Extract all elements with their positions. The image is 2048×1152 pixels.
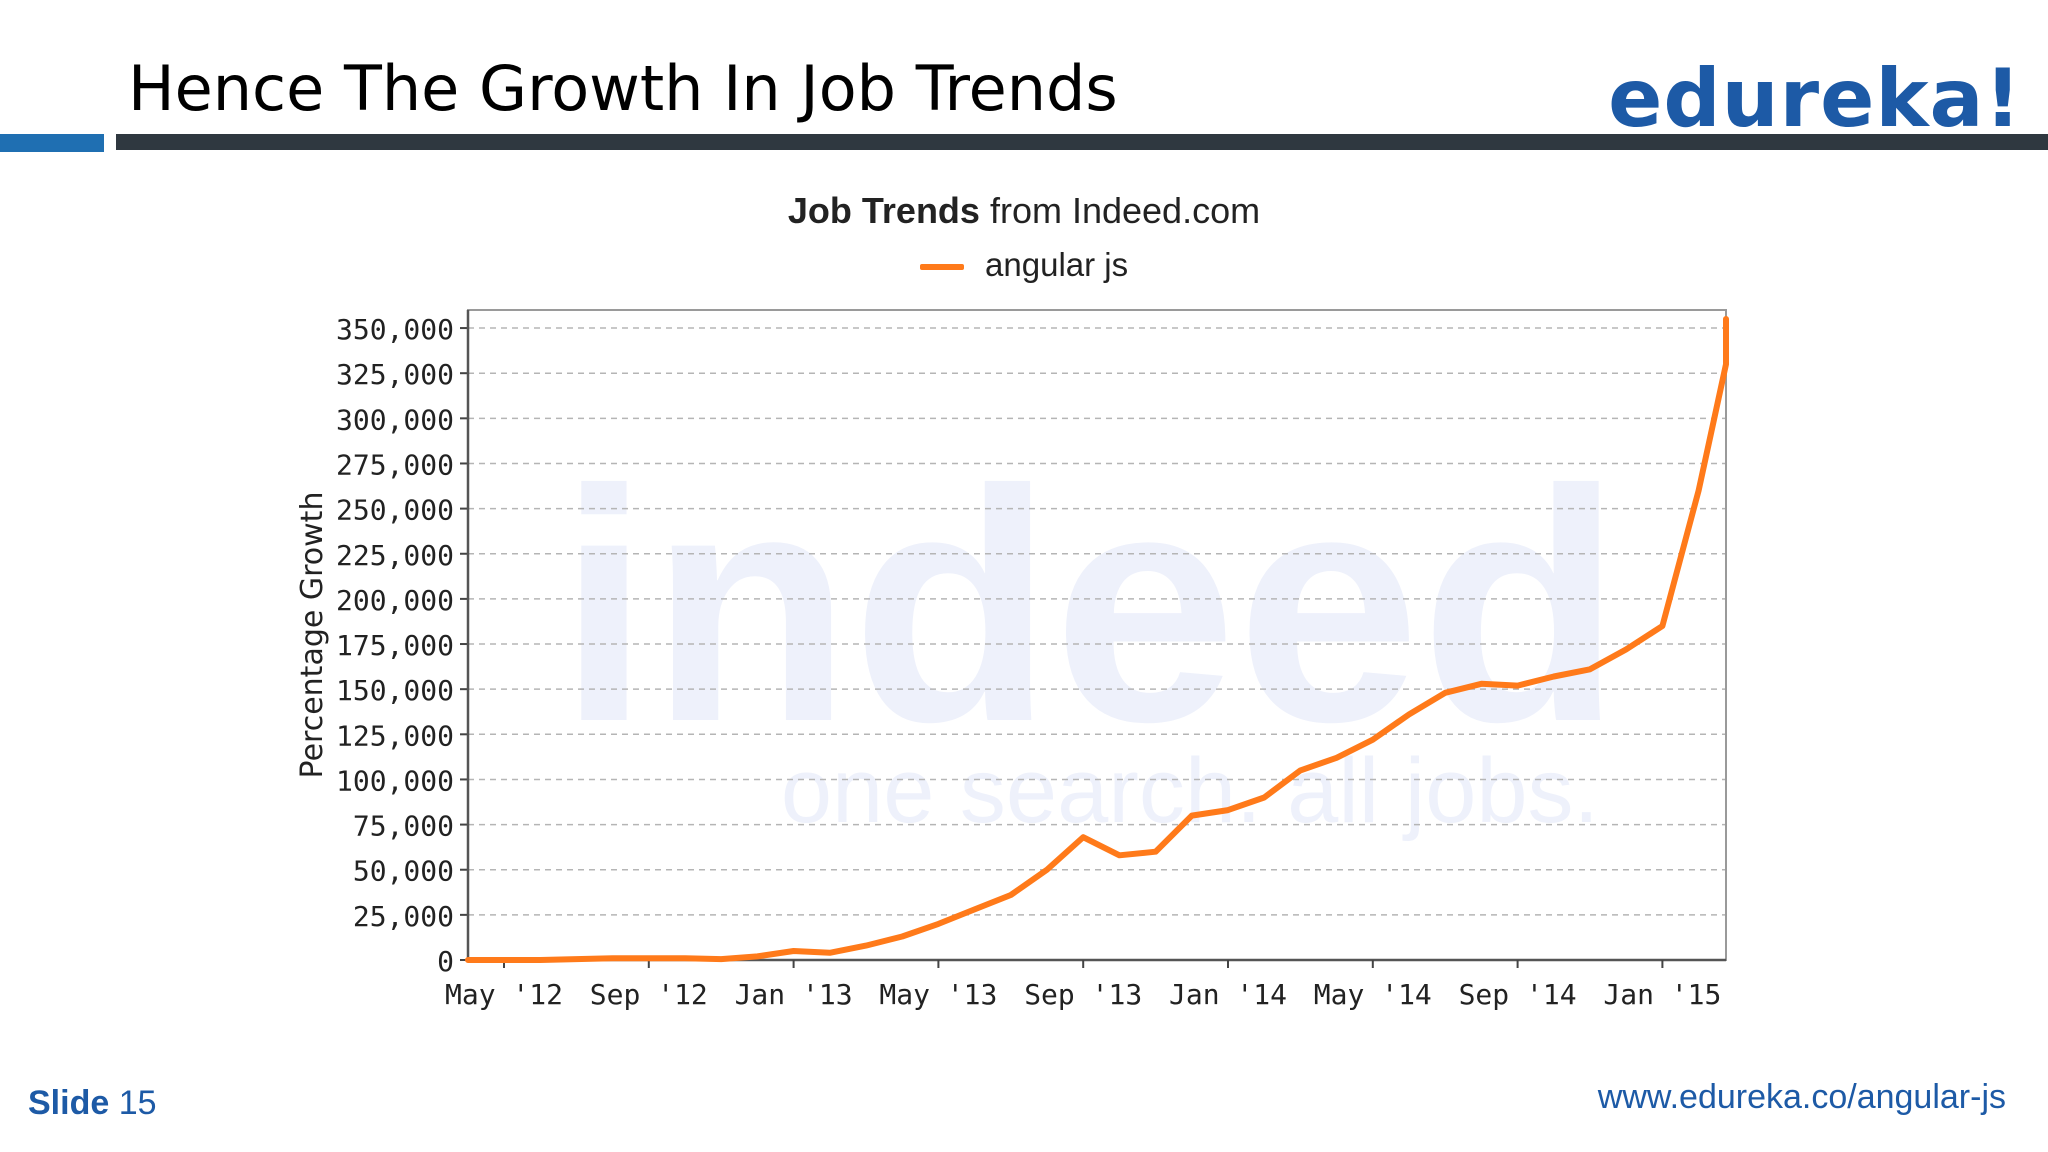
legend-swatch-angular-js (919, 264, 964, 271)
header-rule (116, 134, 2048, 150)
x-tick-label: Sep '14 (1459, 978, 1577, 1011)
y-tick-label: 350,000 (336, 313, 454, 346)
y-tick-label: 275,000 (336, 448, 454, 481)
y-tick-label: 325,000 (336, 358, 454, 391)
header-accent-bar (0, 134, 104, 152)
y-tick-label: 250,000 (336, 494, 454, 527)
legend-label-angular-js: angular js (985, 246, 1129, 283)
y-tick-label: 0 (437, 945, 454, 978)
y-tick-label: 300,000 (336, 403, 454, 436)
chart-legend: angular js (0, 246, 2048, 284)
watermark-logo: indeed (558, 421, 1621, 790)
x-tick-label: Sep '13 (1024, 978, 1142, 1011)
chart-title-bold: Job Trends (787, 190, 980, 231)
x-tick-label: Jan '13 (735, 978, 853, 1011)
edureka-logo: edureka! (1608, 52, 2022, 145)
x-tick-label: Jan '15 (1603, 978, 1721, 1011)
x-tick-label: May '13 (879, 978, 997, 1011)
y-axis-label: Percentage Growth (295, 492, 330, 779)
y-tick-label: 150,000 (336, 674, 454, 707)
x-tick-label: Jan '14 (1169, 978, 1287, 1011)
x-tick-label: May '12 (445, 978, 563, 1011)
y-tick-label: 200,000 (336, 584, 454, 617)
slide-title: Hence The Growth In Job Trends (128, 52, 1118, 125)
y-tick-label: 100,000 (336, 764, 454, 797)
watermark-tagline: one search. all jobs. (781, 740, 1599, 842)
chart-title: Job Trends from Indeed.com (0, 190, 2048, 232)
series-line-angular-js (465, 316, 1729, 963)
y-tick-label: 75,000 (353, 810, 454, 843)
x-tick-label: May '14 (1314, 978, 1432, 1011)
slide-number: 15 (118, 1084, 157, 1122)
y-tick-label: 175,000 (336, 629, 454, 662)
x-tick-label: Sep '12 (590, 978, 708, 1011)
slide-number-label: Slide 15 (28, 1084, 157, 1123)
y-tick-label: 25,000 (353, 900, 454, 933)
chart-title-rest: from Indeed.com (989, 190, 1261, 231)
footer-url-link[interactable]: www.edureka.co/angular-js (1597, 1078, 2006, 1116)
y-tick-label: 225,000 (336, 539, 454, 572)
y-tick-label: 50,000 (353, 855, 454, 888)
y-tick-label: 125,000 (336, 719, 454, 752)
slide-label: Slide (28, 1084, 110, 1122)
